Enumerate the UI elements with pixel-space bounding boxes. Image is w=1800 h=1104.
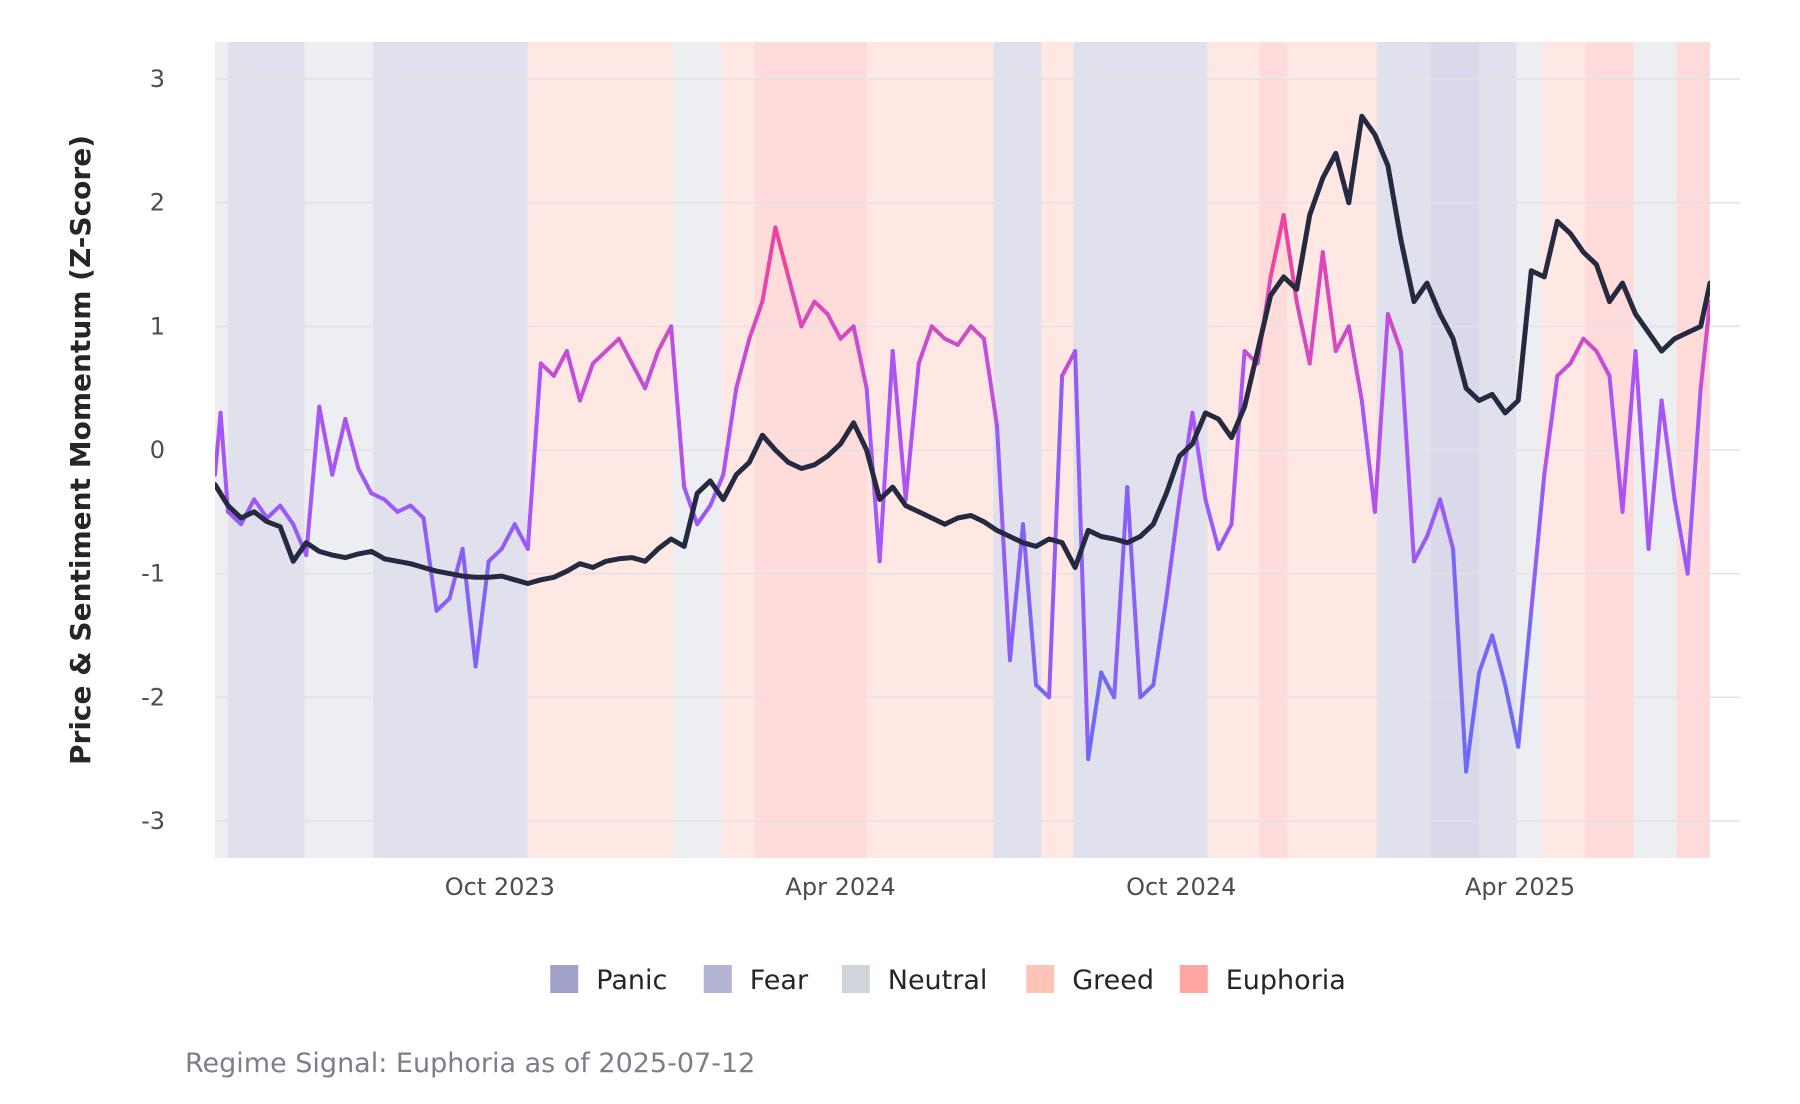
y-tick-label: -3 xyxy=(141,807,165,835)
legend-label: Neutral xyxy=(888,965,988,996)
y-tick-label: 1 xyxy=(150,312,165,340)
legend-item-neutral: Neutral xyxy=(842,965,988,996)
legend-label: Greed xyxy=(1072,965,1154,996)
caption: Regime Signal: Euphoria as of 2025-07-12 xyxy=(185,1048,755,1079)
legend-label: Euphoria xyxy=(1226,965,1346,996)
x-tick-label: Apr 2024 xyxy=(785,873,895,901)
y-axis-title: Price & Sentiment Momentum (Z-Score) xyxy=(64,135,97,765)
legend-item-greed: Greed xyxy=(1026,965,1154,996)
y-axis-ticks: 3 2 1 0 -1 -2 -3 xyxy=(141,65,165,835)
y-tick-label: 3 xyxy=(150,65,165,93)
legend-swatch xyxy=(550,965,578,993)
legend-item-fear: Fear xyxy=(704,965,809,996)
legend-swatch xyxy=(704,965,732,993)
legend: Panic Fear Neutral Greed Euphoria xyxy=(550,965,1346,996)
x-tick-label: Oct 2024 xyxy=(1126,873,1236,901)
x-tick-label: Apr 2025 xyxy=(1465,873,1575,901)
legend-label: Fear xyxy=(750,965,809,996)
legend-item-euphoria: Euphoria xyxy=(1180,965,1346,996)
x-axis-ticks: Oct 2023 Apr 2024 Oct 2024 Apr 2025 xyxy=(445,873,1575,901)
legend-item-panic: Panic xyxy=(550,965,667,996)
legend-label: Panic xyxy=(596,965,667,996)
legend-swatch xyxy=(1026,965,1054,993)
legend-swatch xyxy=(1180,965,1208,993)
legend-swatch xyxy=(842,965,870,993)
y-tick-label: -2 xyxy=(141,683,165,711)
y-tick-label: 2 xyxy=(150,189,165,217)
y-tick-label: -1 xyxy=(141,560,165,588)
x-tick-label: Oct 2023 xyxy=(445,873,555,901)
y-tick-label: 0 xyxy=(150,436,165,464)
